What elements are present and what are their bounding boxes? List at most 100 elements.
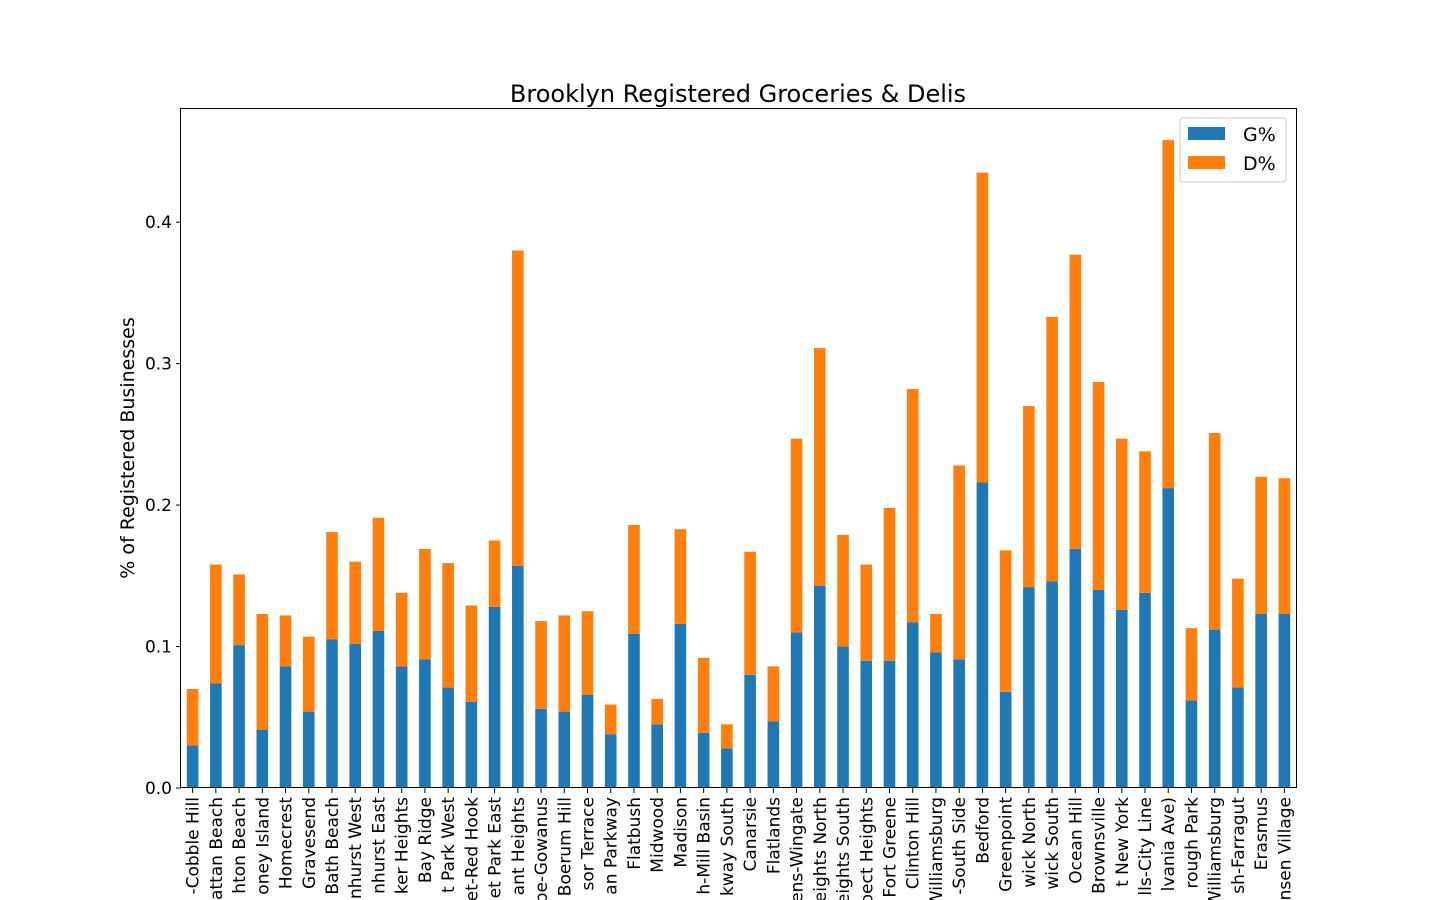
y-tick-label: 0.3 bbox=[145, 355, 172, 375]
x-tick-label: pect Heights bbox=[857, 797, 877, 900]
bar-d-12 bbox=[465, 605, 478, 702]
bar-d-0 bbox=[186, 688, 199, 746]
bar-d-9 bbox=[395, 592, 408, 667]
bar-g-16 bbox=[558, 711, 571, 788]
bar-d-30 bbox=[883, 507, 896, 661]
bar-g-28 bbox=[837, 646, 849, 788]
bar-d-18 bbox=[604, 704, 617, 735]
bar-g-2 bbox=[233, 645, 245, 788]
bar-d-7 bbox=[349, 561, 362, 644]
bar-d-25 bbox=[767, 666, 780, 722]
bar-g-46 bbox=[1255, 614, 1267, 788]
bar-g-0 bbox=[186, 745, 199, 788]
x-tick-label: eights South bbox=[834, 797, 854, 900]
bar-d-11 bbox=[442, 563, 454, 688]
bar-d-40 bbox=[1115, 438, 1128, 610]
bar-d-4 bbox=[279, 615, 292, 667]
bar-d-36 bbox=[1023, 406, 1035, 588]
bar-d-3 bbox=[256, 614, 269, 731]
legend-swatch-g bbox=[1188, 127, 1225, 140]
bar-d-6 bbox=[326, 531, 338, 640]
x-tick-label: lvania Ave) bbox=[1159, 797, 1179, 891]
x-tick-label: nsen Village bbox=[1275, 797, 1295, 900]
bar-d-45 bbox=[1232, 578, 1244, 688]
x-tick-label: Fort Greene bbox=[880, 797, 900, 898]
bar-g-24 bbox=[744, 674, 756, 788]
bar-d-41 bbox=[1139, 451, 1151, 593]
x-tick-label: sh-Farragut bbox=[1229, 797, 1249, 894]
bar-d-42 bbox=[1162, 140, 1175, 489]
x-tick-label: t Park West bbox=[439, 797, 459, 893]
y-tick-label: 0.0 bbox=[145, 779, 172, 799]
bar-d-39 bbox=[1092, 382, 1105, 590]
x-tick-label: wick South bbox=[1043, 797, 1063, 890]
x-axis: -Cobble Hill attan Beach hton Beach oney Is… bbox=[184, 788, 1295, 900]
bar-d-15 bbox=[535, 621, 547, 709]
x-tick-label: an Parkway bbox=[602, 797, 622, 895]
bar-g-27 bbox=[813, 585, 826, 788]
bar-g-20 bbox=[651, 724, 663, 788]
bar-d-23 bbox=[721, 724, 733, 749]
bar-g-38 bbox=[1069, 548, 1082, 788]
bar-g-8 bbox=[372, 630, 385, 788]
bar-g-43 bbox=[1185, 700, 1198, 788]
bar-g-30 bbox=[883, 660, 896, 788]
bar-g-6 bbox=[326, 639, 338, 788]
x-tick-label: h-Mill Basin bbox=[695, 797, 715, 895]
y-axis-label: % of Registered Businesses bbox=[117, 317, 139, 578]
x-tick-label: Madison bbox=[671, 797, 691, 868]
bar-d-33 bbox=[953, 465, 965, 660]
x-tick-label: -Cobble Hill bbox=[184, 797, 204, 895]
x-tick-label: hton Beach bbox=[230, 797, 250, 894]
bar-d-2 bbox=[233, 574, 245, 646]
y-tick-label: 0.4 bbox=[145, 213, 172, 233]
x-tick-label: wick North bbox=[1020, 797, 1040, 888]
bar-d-37 bbox=[1046, 316, 1058, 582]
x-tick-label: kway South bbox=[718, 797, 738, 896]
bar-d-34 bbox=[976, 172, 989, 483]
x-tick-label: t New York bbox=[1113, 797, 1133, 887]
bar-g-44 bbox=[1208, 629, 1221, 788]
bar-g-40 bbox=[1115, 609, 1128, 788]
x-tick-label: Bath Beach bbox=[323, 797, 343, 895]
bar-d-46 bbox=[1255, 476, 1267, 614]
bars bbox=[186, 140, 1291, 788]
x-tick-label: ker Heights bbox=[393, 797, 413, 894]
x-tick-label: eights North bbox=[811, 797, 831, 900]
x-tick-label: et Park East bbox=[486, 797, 506, 899]
legend-swatch-d bbox=[1188, 156, 1225, 169]
bar-g-11 bbox=[442, 687, 454, 788]
x-tick-label: Flatlands bbox=[764, 797, 784, 874]
x-tick-label: Bay Ridge bbox=[416, 797, 436, 883]
x-tick-label: -South Side bbox=[950, 797, 970, 895]
x-tick-label: Brownsville bbox=[1090, 797, 1110, 894]
x-tick-label: Ocean Hill bbox=[1066, 797, 1086, 884]
bar-d-35 bbox=[999, 550, 1012, 692]
bar-g-17 bbox=[581, 694, 594, 788]
x-tick-label: Clinton Hill bbox=[904, 797, 924, 889]
x-tick-label: Canarsie bbox=[741, 797, 761, 872]
x-tick-label: pe-Gowanus bbox=[532, 797, 552, 900]
bar-g-12 bbox=[465, 701, 478, 788]
x-tick-label: Erasmus bbox=[1252, 797, 1272, 870]
y-axis: 0.0 0.1 0.2 0.3 0.4 bbox=[145, 213, 181, 799]
bar-g-10 bbox=[419, 659, 431, 788]
bar-d-24 bbox=[744, 551, 756, 675]
bar-g-21 bbox=[674, 623, 687, 788]
bar-g-1 bbox=[210, 683, 222, 788]
bar-g-23 bbox=[721, 748, 733, 788]
x-tick-label: ens-Wingate bbox=[788, 797, 808, 900]
bar-g-14 bbox=[512, 565, 524, 788]
bar-g-5 bbox=[302, 711, 315, 788]
bar-d-29 bbox=[860, 564, 873, 661]
legend-label-g: G% bbox=[1243, 124, 1276, 146]
bar-d-5 bbox=[302, 636, 315, 712]
bar-d-47 bbox=[1278, 478, 1291, 615]
x-tick-label: Flatbush bbox=[625, 797, 645, 870]
bar-d-31 bbox=[906, 389, 919, 623]
bar-d-17 bbox=[581, 611, 594, 695]
bar-d-26 bbox=[790, 438, 803, 633]
x-tick-label: nhurst East bbox=[369, 797, 389, 894]
bar-d-1 bbox=[210, 564, 222, 684]
